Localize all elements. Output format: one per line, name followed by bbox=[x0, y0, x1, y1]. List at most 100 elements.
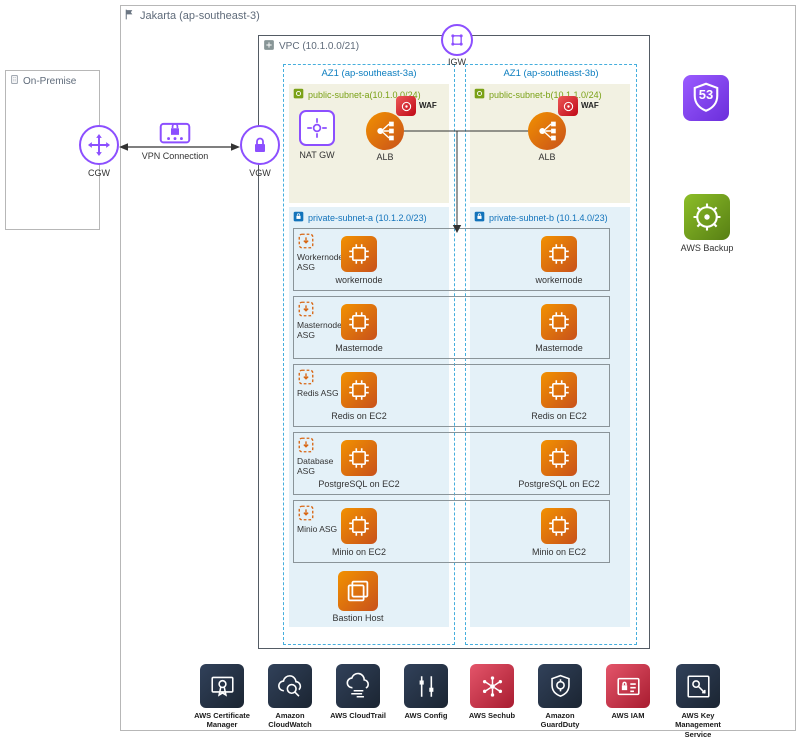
ec2-instance-icon bbox=[541, 440, 577, 476]
ec2-instance-label: workernode bbox=[335, 275, 383, 285]
az-right-label: AZ1 (ap-southeast-3b) bbox=[503, 68, 599, 79]
autoscaling-group-icon bbox=[297, 504, 315, 522]
internet-gateway-icon bbox=[441, 24, 473, 56]
nat-gateway-icon bbox=[299, 110, 335, 146]
ec2-instance-icon bbox=[341, 440, 377, 476]
alb-icon bbox=[366, 112, 404, 150]
ec2-instance-icon bbox=[541, 304, 577, 340]
az-left-label: AZ1 (ap-southeast-3a) bbox=[321, 68, 417, 79]
vpn-gateway-icon bbox=[240, 125, 280, 165]
database-asg-row: Database ASG PostgreSQL on EC2 PostgreSQ… bbox=[293, 432, 610, 495]
bastion-host-icon bbox=[338, 571, 378, 611]
ec2-instance-label: Minio on EC2 bbox=[331, 547, 387, 557]
az-right-box bbox=[465, 64, 637, 645]
certificate-manager-icon bbox=[200, 664, 244, 708]
ec2-instance-label: Redis on EC2 bbox=[331, 411, 387, 421]
redis-asg-row: Redis ASG Redis on EC2 Redis on EC2 bbox=[293, 364, 610, 427]
service-label: Amazon GuardDuty bbox=[540, 711, 580, 730]
vgw-label: VGW bbox=[249, 168, 271, 178]
waf-label: WAF bbox=[581, 101, 599, 110]
asg-label: Masternode ASG bbox=[297, 320, 342, 341]
vpc-header: VPC (10.1.0.0/21) bbox=[263, 39, 359, 54]
asg-label: Workernode ASG bbox=[297, 252, 344, 273]
bastion-host-label: Bastion Host bbox=[332, 613, 384, 623]
workernode-asg-row: Workernode ASG workernode workernode bbox=[293, 228, 610, 291]
vpn-connection-label: VPN Connection bbox=[141, 151, 209, 161]
iam-icon bbox=[606, 664, 650, 708]
guardduty-icon bbox=[538, 664, 582, 708]
cloudtrail-icon bbox=[336, 664, 380, 708]
cloudwatch-icon bbox=[268, 664, 312, 708]
public-subnet-b-label: public-subnet-b(10.1.1.0/24) bbox=[489, 89, 602, 100]
private-subnet-icon bbox=[293, 211, 304, 224]
ec2-instance-icon bbox=[341, 236, 377, 272]
nat-gw-label: NAT GW bbox=[299, 150, 335, 160]
on-premise-header: On-Premise bbox=[9, 74, 76, 88]
private-subnet-a-header: private-subnet-a (10.1.2.0/23) bbox=[293, 211, 427, 224]
service-label: AWS Key Management Service bbox=[675, 711, 721, 737]
aws-backup-icon bbox=[684, 194, 730, 240]
customer-gateway-icon bbox=[79, 125, 119, 165]
alb-label: ALB bbox=[538, 152, 556, 162]
security-hub-icon bbox=[470, 664, 514, 708]
ec2-instance-icon bbox=[541, 236, 577, 272]
service-label: AWS Config bbox=[404, 711, 448, 720]
on-premise-label: On-Premise bbox=[23, 75, 77, 87]
waf-label: WAF bbox=[419, 101, 437, 110]
ec2-instance-icon bbox=[341, 372, 377, 408]
private-subnet-a-box bbox=[289, 207, 449, 627]
autoscaling-group-icon bbox=[297, 232, 315, 250]
public-subnet-a-header: public-subnet-a(10.1.0.0/24) bbox=[293, 88, 421, 101]
vpc-label: VPC (10.1.0.0/21) bbox=[279, 41, 360, 52]
service-label: AWS Certificate Manager bbox=[194, 711, 250, 730]
ec2-instance-label: Masternode bbox=[335, 343, 383, 353]
route53-icon: 53 bbox=[683, 75, 729, 121]
igw-label: IGW bbox=[448, 57, 466, 67]
ec2-instance-label: Redis on EC2 bbox=[531, 411, 587, 421]
region-boundary bbox=[120, 5, 796, 731]
vpn-connection-icon bbox=[157, 116, 193, 146]
alb-icon bbox=[528, 112, 566, 150]
ec2-instance-icon bbox=[341, 508, 377, 544]
az-left-box bbox=[283, 64, 455, 645]
private-subnet-b-box bbox=[470, 207, 630, 627]
private-subnet-icon bbox=[474, 211, 485, 224]
waf-icon bbox=[396, 96, 416, 116]
ec2-instance-label: PostgreSQL on EC2 bbox=[518, 479, 600, 489]
ec2-instance-label: Masternode bbox=[535, 343, 583, 353]
region-flag-icon bbox=[123, 8, 136, 24]
region-label: Jakarta (ap-southeast-3) bbox=[140, 10, 260, 22]
cgw-label: CGW bbox=[88, 168, 110, 178]
building-icon bbox=[9, 74, 20, 88]
autoscaling-group-icon bbox=[297, 368, 315, 386]
config-icon bbox=[404, 664, 448, 708]
public-subnet-b-header: public-subnet-b(10.1.1.0/24) bbox=[474, 88, 602, 101]
ec2-instance-label: Minio on EC2 bbox=[531, 547, 587, 557]
asg-label: Redis ASG bbox=[297, 388, 339, 398]
service-label: Amazon CloudWatch bbox=[268, 711, 312, 730]
ec2-instance-label: PostgreSQL on EC2 bbox=[318, 479, 400, 489]
service-label: AWS CloudTrail bbox=[330, 711, 386, 720]
route53-number: 53 bbox=[698, 87, 714, 102]
masternode-asg-row: Masternode ASG Masternode Masternode bbox=[293, 296, 610, 359]
vpc-icon bbox=[263, 39, 275, 54]
ec2-instance-label: workernode bbox=[535, 275, 583, 285]
asg-label: Database ASG bbox=[297, 456, 334, 477]
public-subnet-icon bbox=[293, 88, 304, 101]
minio-asg-row: Minio ASG Minio on EC2 Minio on EC2 bbox=[293, 500, 610, 563]
region-header: Jakarta (ap-southeast-3) bbox=[123, 8, 260, 24]
alb-label: ALB bbox=[376, 152, 394, 162]
kms-icon bbox=[676, 664, 720, 708]
public-subnet-a-label: public-subnet-a(10.1.0.0/24) bbox=[308, 89, 421, 100]
ec2-instance-icon bbox=[541, 508, 577, 544]
waf-icon bbox=[558, 96, 578, 116]
private-subnet-b-label: private-subnet-b (10.1.4.0/23) bbox=[489, 212, 608, 223]
public-subnet-icon bbox=[474, 88, 485, 101]
private-subnet-a-label: private-subnet-a (10.1.2.0/23) bbox=[308, 212, 427, 223]
autoscaling-group-icon bbox=[297, 436, 315, 454]
autoscaling-group-icon bbox=[297, 300, 315, 318]
aws-backup-label: AWS Backup bbox=[680, 243, 734, 253]
private-subnet-b-header: private-subnet-b (10.1.4.0/23) bbox=[474, 211, 608, 224]
ec2-instance-icon bbox=[541, 372, 577, 408]
